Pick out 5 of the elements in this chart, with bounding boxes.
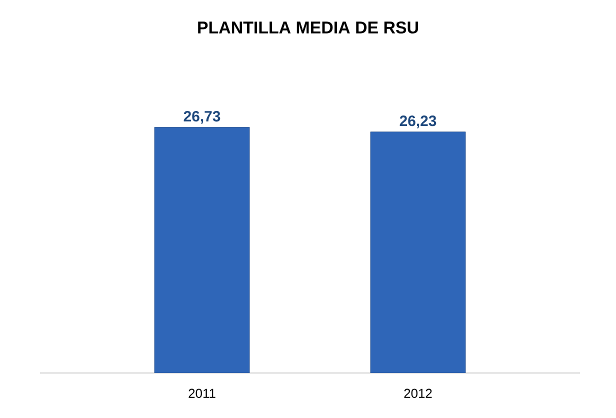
data-label: 26,23	[400, 116, 436, 128]
data-label: 26,73	[184, 110, 220, 124]
x-tick-label: 2012	[404, 388, 432, 398]
x-tick-label: 2011	[188, 388, 216, 398]
chart-title: PLANTILLA MEDIA DE RSU	[198, 22, 418, 34]
